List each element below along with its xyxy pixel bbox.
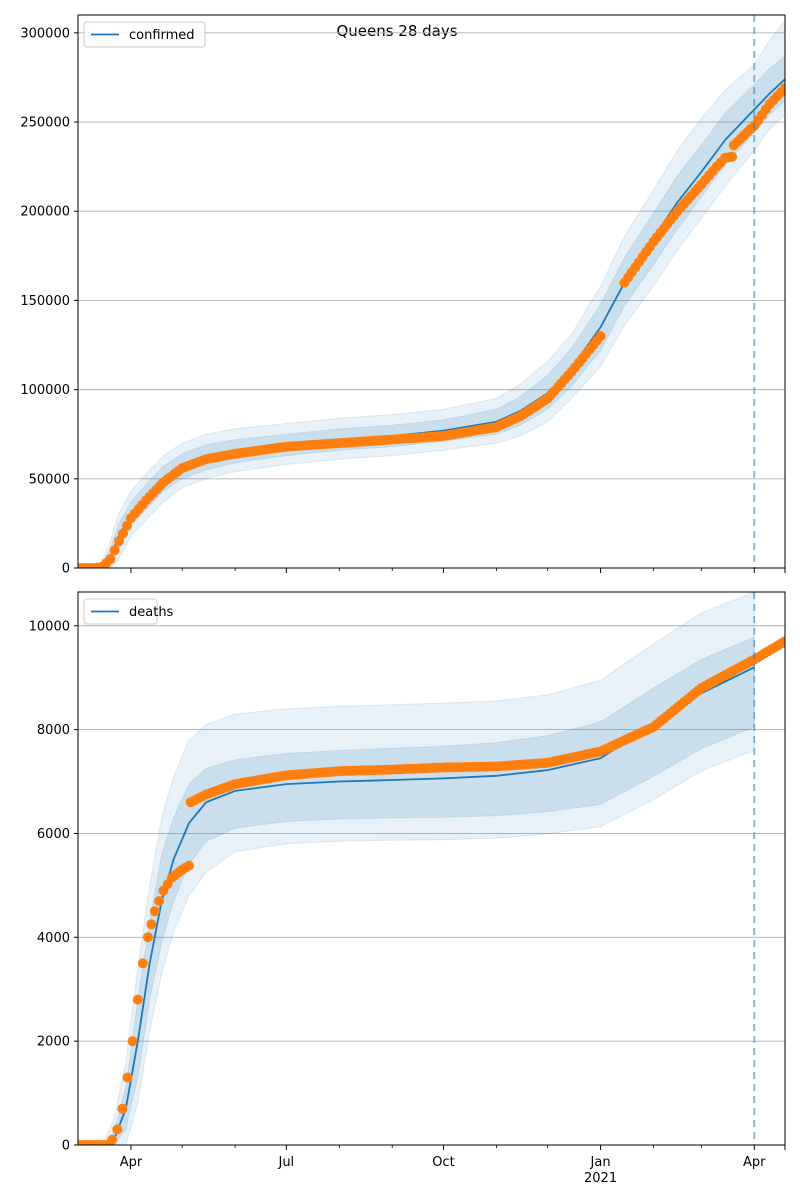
xtick-label: Oct	[432, 1155, 454, 1170]
confirmed-legend-box	[83, 21, 206, 48]
confirmed-ytick-label: 250000	[20, 116, 70, 131]
confirmed-ytick-label: 100000	[20, 383, 70, 398]
confirmed-axes-frame	[77, 14, 786, 569]
xtick-label: Jan	[590, 1155, 611, 1170]
deaths-observed-point	[149, 906, 160, 917]
confirmed-observed-point	[780, 83, 785, 94]
deaths-observed-point	[146, 919, 157, 930]
deaths-uncertainty-band	[78, 592, 755, 1145]
deaths-observed-point	[154, 896, 165, 906]
deaths-legend-box	[83, 598, 158, 625]
deaths-observed-point	[107, 1134, 118, 1145]
confirmed-legend: confirmed	[83, 21, 206, 48]
deaths-legend-label: deaths	[129, 605, 174, 620]
deaths-ytick-label: 6000	[37, 827, 70, 842]
confirmed-ytick-label: 200000	[20, 205, 70, 220]
confirmed-plot-area	[78, 19, 785, 568]
deaths-observed-point	[137, 958, 148, 969]
deaths-ytick-label: 4000	[37, 931, 70, 946]
confirmed-ytick-label: 300000	[20, 26, 70, 41]
confirmed-observed-point	[114, 536, 124, 547]
confirmed-ytick-label: 150000	[20, 294, 70, 309]
confirmed-observed-point	[109, 545, 120, 556]
deaths-observed-point	[117, 1103, 128, 1114]
deaths-observed-point	[122, 1072, 133, 1083]
xtick-label: Jul	[277, 1155, 294, 1170]
deaths-legend: deaths	[83, 598, 174, 625]
figure-title: Queens 28 days	[336, 22, 457, 40]
confirmed-observed-point	[122, 520, 132, 531]
deaths-ytick-label: 2000	[37, 1035, 70, 1050]
deaths-observed-point	[143, 932, 153, 943]
deaths-axes-frame	[77, 591, 786, 1146]
deaths-observed-point	[780, 636, 785, 647]
deaths-model-line	[78, 666, 755, 1145]
deaths-observed-point	[112, 1124, 123, 1135]
deaths-observed-point	[184, 860, 194, 871]
confirmed-observed-point	[595, 331, 606, 342]
xtick-year-label: 2021	[584, 1171, 617, 1186]
confirmed-uncertainty-band	[78, 55, 785, 568]
confirmed-ytick-label: 50000	[29, 472, 70, 487]
deaths-ytick-label: 8000	[37, 723, 70, 738]
xtick-label: Apr	[743, 1155, 766, 1170]
deaths-observed-point	[132, 994, 143, 1005]
confirmed-ytick-label: 0	[62, 562, 70, 577]
confirmed-uncertainty-band	[78, 19, 785, 568]
confirmed-observed-point	[727, 151, 738, 162]
deaths-ytick-label: 10000	[29, 619, 70, 634]
deaths-observed-point	[127, 1036, 138, 1047]
deaths-ytick-label: 0	[62, 1139, 70, 1154]
confirmed-panel: 0 50000 100000 150000 200000 250000 300000 conf…	[20, 14, 786, 577]
xtick-label: Apr	[120, 1155, 143, 1170]
confirmed-legend-label: confirmed	[129, 28, 195, 43]
confirmed-observed-point	[118, 528, 128, 539]
confirmed-observed-point	[105, 554, 116, 565]
